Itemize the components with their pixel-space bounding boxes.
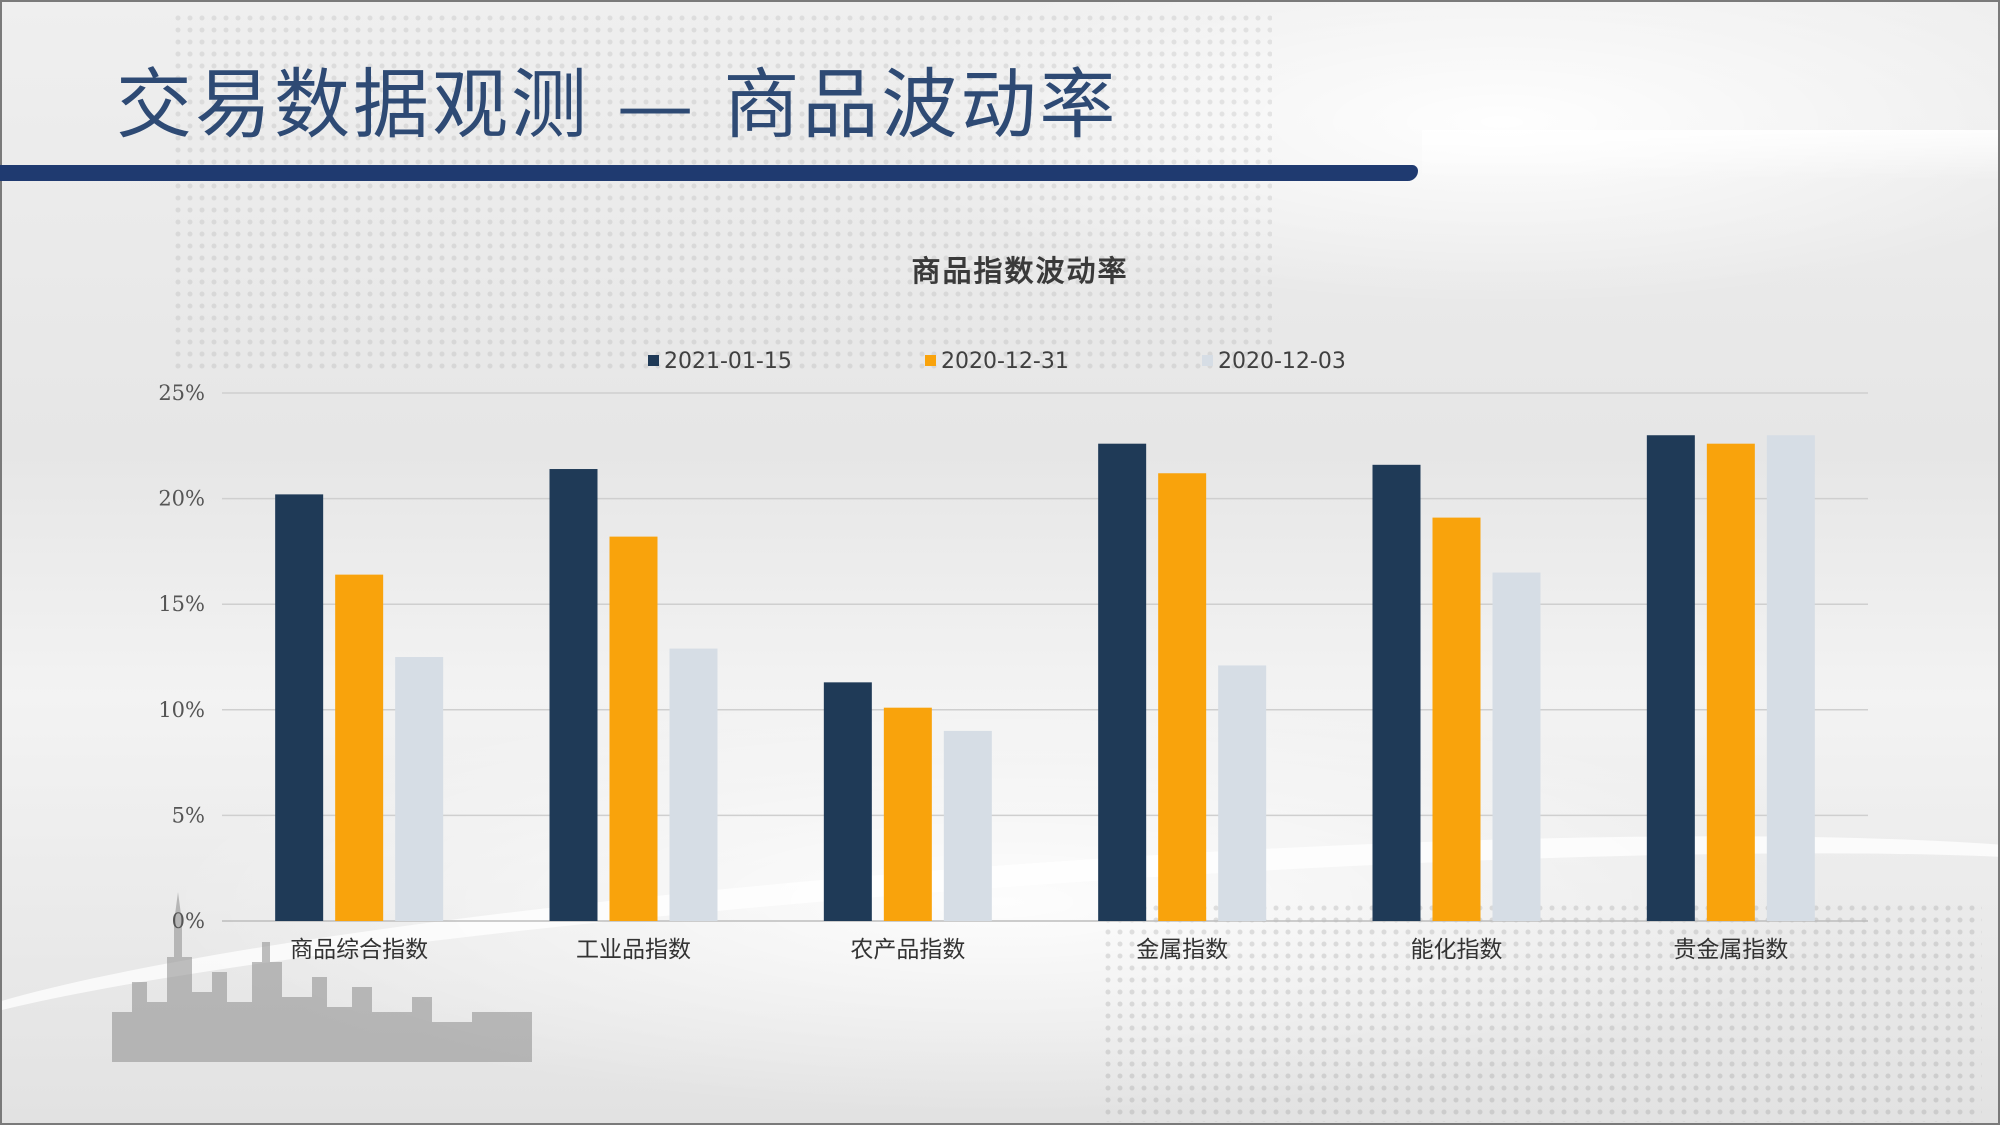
chart-title: 商品指数波动率 — [911, 254, 1129, 288]
y-tick-label: 0% — [172, 909, 205, 933]
bar-2021-01-15-金属指数 — [1098, 443, 1147, 921]
y-tick-label: 15% — [158, 592, 205, 616]
page-title: 交易数据观测 — 商品波动率 — [116, 60, 1119, 149]
x-category-label: 贵金属指数 — [1673, 937, 1788, 963]
x-category-label: 金属指数 — [1136, 937, 1228, 963]
title-bar-highlight — [1422, 130, 1998, 180]
y-tick-label: 25% — [158, 381, 205, 405]
bar-2020-12-03-能化指数 — [1492, 572, 1541, 921]
y-tick-label: 10% — [158, 698, 205, 722]
y-tick-label: 20% — [158, 487, 205, 511]
bar-2020-12-03-农产品指数 — [943, 730, 992, 921]
bar-2020-12-31-能化指数 — [1432, 517, 1481, 921]
bar-2021-01-15-贵金属指数 — [1646, 435, 1695, 921]
bar-2021-01-15-能化指数 — [1372, 464, 1421, 921]
bar-2020-12-03-金属指数 — [1218, 665, 1267, 921]
bar-2020-12-31-农产品指数 — [883, 707, 932, 921]
world-map-dots-bottom — [1102, 902, 1982, 1122]
bar-2020-12-31-贵金属指数 — [1706, 443, 1755, 921]
x-category-label: 能化指数 — [1411, 937, 1503, 963]
legend-item-series-1: 2021-01-15 — [648, 348, 792, 376]
bar-2020-12-31-工业品指数 — [609, 536, 658, 921]
bar-2020-12-31-金属指数 — [1158, 473, 1207, 921]
legend-item-series-2: 2020-12-31 — [925, 348, 1069, 376]
bar-2021-01-15-农产品指数 — [823, 682, 872, 921]
legend-label: 2021-01-15 — [664, 349, 792, 374]
legend-swatch-icon — [648, 354, 659, 366]
bar-2021-01-15-工业品指数 — [549, 469, 598, 921]
title-underline-bar — [0, 165, 1418, 181]
city-skyline-decoration — [112, 892, 532, 1062]
x-category-label: 工业品指数 — [576, 937, 691, 963]
legend-label: 2020-12-03 — [1218, 349, 1346, 374]
bar-2020-12-03-商品综合指数 — [395, 657, 444, 921]
legend-label: 2020-12-31 — [941, 349, 1069, 374]
y-tick-label: 5% — [172, 803, 205, 827]
bar-2021-01-15-商品综合指数 — [275, 494, 324, 921]
bar-2020-12-03-工业品指数 — [669, 648, 718, 921]
world-map-dots-top — [172, 12, 1272, 372]
x-category-label: 商品综合指数 — [290, 937, 428, 963]
legend-swatch-icon — [1202, 354, 1213, 366]
legend-item-series-3: 2020-12-03 — [1202, 348, 1346, 376]
bar-2020-12-03-贵金属指数 — [1766, 435, 1815, 921]
x-category-label: 农产品指数 — [850, 937, 965, 963]
bar-2020-12-31-商品综合指数 — [335, 574, 384, 921]
legend-swatch-icon — [925, 354, 936, 366]
